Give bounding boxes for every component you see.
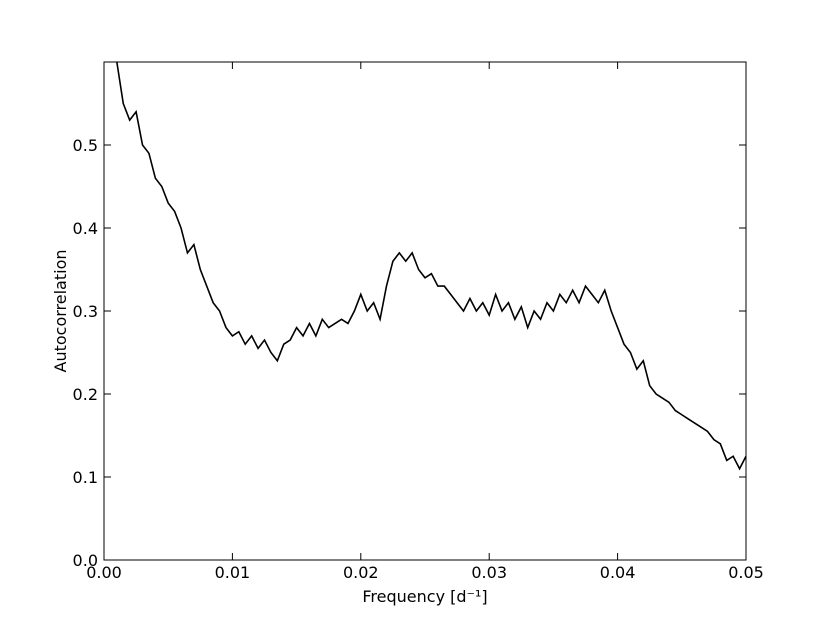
plot-frame — [103, 61, 747, 561]
x-tick-label: 0.05 — [728, 563, 764, 582]
x-tick-label: 0.00 — [86, 563, 122, 582]
y-tick-label: 0.4 — [73, 219, 98, 238]
x-tick-label: 0.04 — [600, 563, 636, 582]
y-tick-label: 0.3 — [73, 302, 98, 321]
x-tick-label: 0.02 — [343, 563, 379, 582]
data-line — [116, 62, 746, 471]
y-tick-label: 0.5 — [73, 136, 98, 155]
x-tick-label: 0.03 — [471, 563, 507, 582]
y-tick-label: 0.2 — [73, 385, 98, 404]
x-tick-label: 0.01 — [215, 563, 251, 582]
y-tick-label: 0.1 — [73, 468, 98, 487]
x-axis-label: Frequency [d⁻¹] — [362, 587, 487, 606]
y-axis-label: Autocorrelation — [51, 250, 70, 373]
y-tick-label: 0.0 — [73, 551, 98, 570]
